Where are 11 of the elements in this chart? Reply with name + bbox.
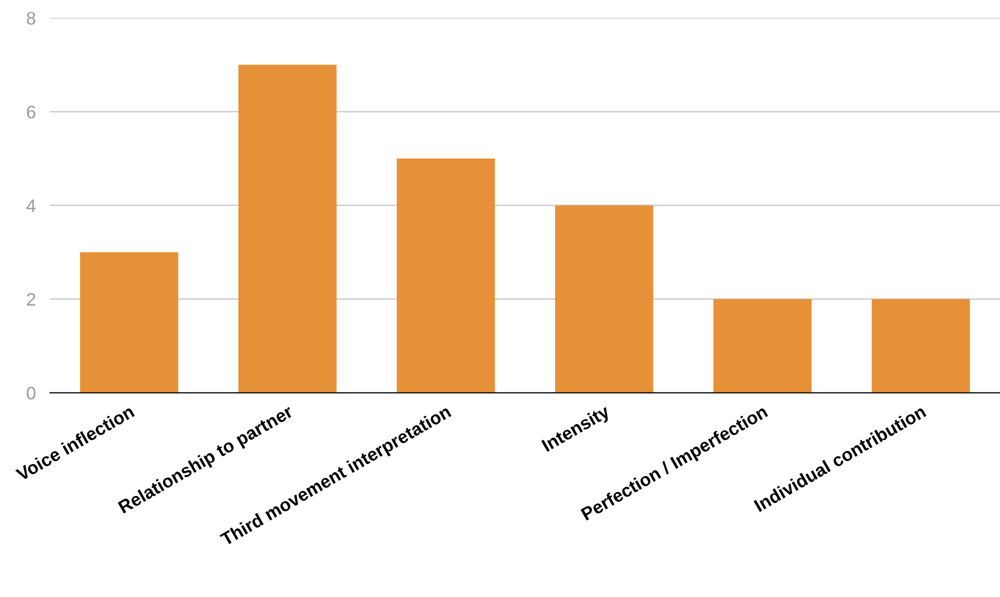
bar [872, 299, 970, 393]
bar [396, 158, 495, 393]
y-tick-label: 0 [26, 386, 36, 400]
y-tick-label: 6 [26, 106, 36, 118]
y-tick-label: 2 [26, 293, 36, 306]
y-tick-label: 8 [26, 12, 36, 25]
bar [555, 205, 654, 393]
bar [80, 252, 178, 393]
bar [713, 299, 812, 393]
bar [238, 64, 337, 393]
y-tick-label: 4 [26, 199, 36, 212]
